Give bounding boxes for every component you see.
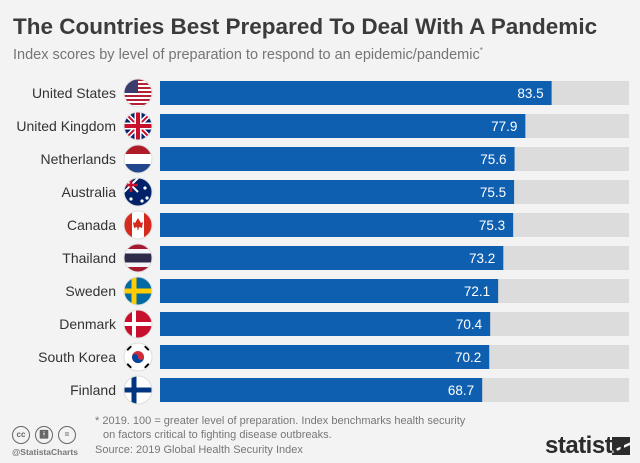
denmark-flag-icon: [123, 309, 153, 339]
finland-flag-icon: [123, 375, 153, 405]
bar: [160, 246, 504, 270]
bar: [160, 213, 514, 237]
bar: [160, 180, 515, 204]
value-label: 70.4: [456, 317, 483, 332]
value-label: 68.7: [448, 383, 474, 398]
value-label: 77.9: [491, 119, 517, 134]
subtitle-footnote-mark: *: [479, 46, 483, 55]
value-label: 75.3: [479, 218, 505, 233]
subtitle-text: Index scores by level of preparation to …: [13, 46, 480, 63]
value-label: 70.2: [455, 350, 481, 365]
category-label: United States: [32, 85, 116, 101]
netherlands-flag-icon: [123, 144, 153, 174]
bar: [160, 378, 483, 402]
statista-logo-mark-lower: [612, 445, 630, 455]
category-label: Denmark: [59, 316, 117, 332]
category-label: United Kingdom: [16, 118, 116, 134]
bar: [160, 312, 491, 336]
south-korea-flag-icon: [123, 342, 153, 372]
category-label: Thailand: [62, 250, 116, 266]
footnote-line-1: * 2019. 100 = greater level of preparati…: [95, 415, 466, 427]
chart-subtitle: Index scores by level of preparation to …: [13, 46, 483, 63]
footnote-line-2: on factors critical to fighting disease …: [103, 429, 332, 441]
category-label: Australia: [62, 184, 117, 200]
statista-handle: @StatistaCharts: [12, 447, 78, 457]
sweden-flag-icon: [123, 276, 153, 306]
value-label: 72.1: [464, 284, 490, 299]
category-label: Sweden: [65, 283, 116, 299]
us-flag-icon: [123, 78, 153, 108]
value-label: 83.5: [517, 86, 543, 101]
cc-icon: cc: [12, 426, 30, 444]
source: Source: 2019 Global Health Security Inde…: [95, 444, 303, 456]
footnote: * 2019. 100 = greater level of preparati…: [95, 414, 465, 442]
bar: [160, 279, 499, 303]
uk-flag-icon: [123, 111, 153, 141]
no-derivatives-icon: =: [58, 426, 76, 444]
bar: [160, 345, 490, 369]
bar: [160, 114, 526, 138]
category-label: Finland: [70, 382, 116, 398]
thailand-flag-icon: [123, 243, 153, 273]
value-label: 75.6: [480, 152, 506, 167]
attribution-icon: 🚹︎: [35, 426, 53, 444]
value-label: 75.5: [480, 185, 506, 200]
category-label: South Korea: [38, 349, 116, 365]
australia-flag-icon: [123, 177, 153, 207]
chart-title: The Countries Best Prepared To Deal With…: [13, 14, 598, 39]
canada-flag-icon: [123, 210, 153, 240]
bar: [160, 81, 552, 105]
category-label: Netherlands: [41, 151, 117, 167]
bar: [160, 147, 515, 171]
category-label: Canada: [67, 217, 116, 233]
value-label: 73.2: [469, 251, 495, 266]
